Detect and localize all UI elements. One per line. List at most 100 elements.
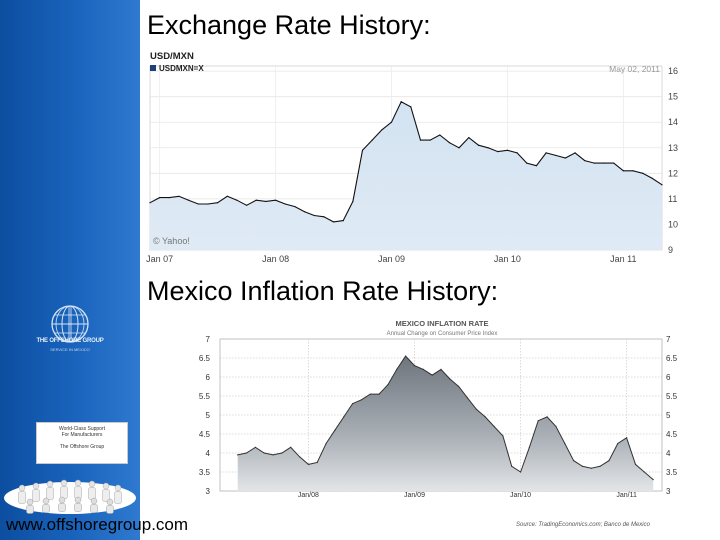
logo-name: THE OFFSHORE GROUP [36,338,104,344]
data-point-2009-03 [410,106,412,108]
person-body [42,504,50,513]
y-tick-label-right: 3 [666,487,671,496]
data-point-2009-04 [419,139,422,141]
data-point-2008-01 [307,463,309,465]
y-tick-label-left: 6 [206,373,211,382]
data-point-2010-09 [590,467,592,469]
person-head [32,482,40,490]
data-point-2010-10 [599,465,601,467]
data-point-2010-03 [537,420,539,422]
data-point-2008-09 [378,393,380,395]
data-point-2008-02 [316,461,318,464]
data-point-2007-07 [254,446,256,448]
y-tick-label: 11 [668,194,677,204]
x-tick-label: Jan/10 [510,492,531,499]
data-point-2010-01 [519,471,522,473]
person-head [90,497,98,505]
data-point-2009-06 [439,134,441,136]
data-point-2008-08 [369,393,371,395]
person-head [60,479,68,487]
person-body [90,504,98,513]
data-point-2008-04 [303,211,306,213]
data-point-2009-08 [475,408,477,410]
data-point-2011-03 [642,172,644,174]
person-head [58,496,66,504]
x-tick-label: Jan 11 [610,254,636,264]
data-point-2008-11 [396,368,398,370]
data-point-2007-06 [207,203,209,205]
person-body [114,491,122,504]
data-point-2011-02 [632,170,634,172]
x-tick-label: Jan 10 [494,254,521,264]
person-body [74,486,82,499]
data-point-2010-07 [564,157,566,159]
data-point-2009-08 [458,147,460,149]
data-point-2007-10 [281,452,283,454]
person-body [102,489,110,502]
person-head [74,496,82,504]
person-body [58,503,66,512]
y-tick-label: 15 [668,92,678,102]
y-tick-label-left: 5.5 [199,392,211,401]
y-tick-label-right: 6 [666,373,671,382]
data-point-2009-06 [458,385,460,388]
heading-exchange-rate: Exchange Rate History: [147,10,431,40]
person-body [88,487,96,500]
data-point-2010-07 [573,460,575,462]
data-point-2008-04 [334,429,336,431]
data-point-2008-05 [343,416,345,418]
data-point-2007-05 [197,203,199,205]
data-point-2010-04 [535,165,538,167]
data-point-2008-09 [352,200,354,203]
y-tick-label-right: 5.5 [666,392,678,401]
data-point-2008-12 [405,355,407,357]
y-tick-label: 12 [668,168,678,178]
chart1-date-stamp: May 02, 2011 [609,64,660,74]
y-tick-label: 16 [668,66,678,76]
data-point-2010-02 [516,152,518,154]
data-point-2008-07 [360,399,363,401]
y-tick-label-left: 3.5 [199,468,211,477]
data-point-2007-04 [188,199,190,201]
x-tick-label: Jan/08 [298,492,319,499]
data-point-2008-10 [361,149,364,151]
person-body [60,486,68,499]
x-tick-label: Jan 08 [262,254,289,264]
data-point-2010-12 [613,162,615,164]
data-point-2008-01 [274,199,277,201]
data-point-2008-11 [371,139,373,141]
data-point-2010-03 [526,162,528,164]
data-point-2011-03 [643,471,645,473]
data-point-2008-06 [352,403,354,405]
x-tick-label: Jan/11 [616,492,637,499]
data-point-2006-12 [149,202,151,204]
x-tick-label: Jan 07 [146,254,173,264]
data-point-2008-12 [381,129,383,131]
data-point-2011-01 [626,437,628,439]
data-point-2010-06 [555,154,557,157]
y-tick-label-right: 4.5 [666,430,678,439]
data-point-2010-12 [617,442,619,445]
y-tick-label-right: 6.5 [666,354,678,363]
card-line-1: World-Class Support [58,426,106,432]
x-tick-label: Jan/09 [404,492,425,499]
data-point-2010-01 [506,149,509,151]
yahoo-watermark: © Yahoo! [153,236,190,246]
data-point-2009-05 [429,139,431,141]
data-point-2007-06 [245,452,248,454]
data-point-2009-01 [413,365,416,367]
data-point-2008-05 [313,214,315,217]
inflation-series-line [237,355,654,480]
data-point-2007-08 [263,452,265,454]
y-tick-label-right: 5 [666,411,671,420]
x-tick-label: Jan 09 [378,254,405,264]
person-head [74,479,82,487]
exchange-rate-series-line [149,101,663,223]
data-point-2007-03 [178,195,180,197]
data-point-2010-04 [546,416,548,418]
y-tick-label-left: 5 [206,411,211,420]
exchange-rate-area [150,101,662,250]
data-point-2009-12 [497,151,499,153]
exchange-rate-chart: USD/MXN USDMXN=X May 02, 2011 © Yahoo! 1… [146,51,678,264]
person-body [32,489,40,502]
